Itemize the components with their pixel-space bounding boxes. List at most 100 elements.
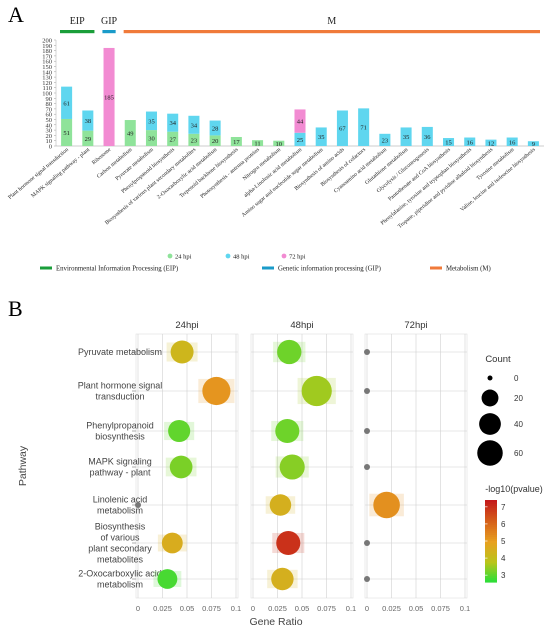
facet-title: 24hpi <box>175 320 198 331</box>
panel-a-letter: A <box>8 2 24 27</box>
data-point <box>271 567 294 591</box>
color-legend-segment <box>485 575 497 579</box>
group-bracket-eip <box>60 30 95 34</box>
bar-value-label: 185 <box>104 94 114 101</box>
color-legend-segment <box>485 504 497 507</box>
bar <box>188 133 200 146</box>
bar <box>82 130 94 146</box>
color-legend-segment <box>485 541 497 544</box>
bar <box>485 139 497 146</box>
size-legend-label: 20 <box>514 394 523 403</box>
facet-title: 72hpi <box>404 320 427 331</box>
data-point <box>364 540 370 546</box>
bar <box>103 47 115 147</box>
pathway-label: 2-Oxocarboxylic acid <box>78 569 162 579</box>
bar-value-label: 28 <box>212 125 219 132</box>
bar-value-label: 71 <box>360 125 367 132</box>
legend-series-label: 24 hpi <box>175 254 192 261</box>
group-label-eip: EIP <box>70 16 85 27</box>
color-legend-segment <box>485 538 497 542</box>
x-axis-title: Gene Ratio <box>249 616 302 628</box>
y-tick-label: 100 <box>42 91 52 98</box>
x-tick-label: 0 <box>365 604 369 613</box>
data-point <box>301 375 332 407</box>
bar-value-label: 9 <box>532 141 535 148</box>
bar <box>379 133 391 146</box>
pathway-label: Linolenic acid <box>93 495 148 505</box>
color-legend-segment <box>485 532 497 536</box>
bar-value-label: 10 <box>276 141 283 148</box>
legend-series-swatch <box>167 253 173 259</box>
color-legend-segment <box>485 510 497 513</box>
y-tick-label: 20 <box>46 133 53 140</box>
legend-series-swatch <box>225 253 231 259</box>
bar-value-label: 34 <box>169 120 176 127</box>
legend-series-label: 48 hpi <box>233 254 250 261</box>
color-legend-segment <box>485 563 497 567</box>
y-tick-label: 10 <box>46 138 53 145</box>
color-legend-segment <box>485 569 497 573</box>
pathway-label: MAPK signaling <box>88 457 152 467</box>
data-point <box>168 419 191 443</box>
panel-b-letter: B <box>8 296 23 321</box>
data-point <box>269 494 292 516</box>
color-legend-segment <box>485 526 497 530</box>
bar-value-label: 23 <box>382 137 389 144</box>
data-point <box>364 428 370 434</box>
y-tick-label: 40 <box>46 122 53 129</box>
bar-value-label: 30 <box>148 136 155 143</box>
x-tick-label: 0.025 <box>153 604 172 613</box>
y-tick-label: 0 <box>49 144 52 151</box>
bar-value-label: 67 <box>339 126 346 133</box>
color-legend-title: -log10(pvalue) <box>485 484 543 494</box>
group-label-m: M <box>327 16 336 27</box>
bar-value-label: 35 <box>148 118 155 125</box>
bar <box>273 140 285 146</box>
color-legend-segment <box>485 516 497 520</box>
pathway-label: plant secondary <box>88 544 152 554</box>
y-tick-label: 90 <box>46 96 53 103</box>
bar-value-label: 44 <box>297 119 304 126</box>
x-tick-label: 0.025 <box>268 604 287 613</box>
bar-value-label: 61 <box>63 100 70 107</box>
color-legend-segment <box>485 528 497 532</box>
legend-series-swatch <box>281 253 287 259</box>
color-legend-segment <box>485 520 497 524</box>
size-legend-dot <box>477 440 503 466</box>
color-legend-segment <box>485 543 497 546</box>
y-tick-label: 110 <box>42 85 52 92</box>
bar <box>315 127 327 146</box>
size-legend-label: 0 <box>514 374 519 383</box>
legend-group-swatch <box>40 266 52 270</box>
pathway-label: Biosynthesis <box>95 522 146 532</box>
bar <box>145 111 157 131</box>
y-tick-label: 130 <box>42 75 52 82</box>
color-legend-segment <box>485 530 497 534</box>
x-tick-label: 0 <box>251 604 255 613</box>
data-point <box>276 530 301 556</box>
y-tick-label: 70 <box>46 106 53 113</box>
bar <box>464 137 476 146</box>
bar <box>336 110 348 146</box>
group-bracket-gip <box>102 30 116 34</box>
data-point <box>373 491 400 519</box>
bar <box>527 141 539 146</box>
color-legend-segment <box>485 512 497 515</box>
color-legend-segment <box>485 549 497 552</box>
color-legend-segment <box>485 559 497 563</box>
color-legend-segment <box>485 524 497 528</box>
color-legend-segment <box>485 561 497 565</box>
y-tick-label: 190 <box>42 43 52 50</box>
x-tick-label: 0.05 <box>180 604 195 613</box>
color-legend-segment <box>485 557 497 561</box>
color-legend-label: 3 <box>501 571 506 580</box>
color-legend-segment <box>485 508 497 511</box>
bar <box>124 120 136 146</box>
y-tick-label: 30 <box>46 128 53 135</box>
bar <box>82 110 94 131</box>
data-point <box>364 464 370 470</box>
bar-value-label: 16 <box>509 139 516 146</box>
bar-value-label: 23 <box>191 137 198 144</box>
bar <box>167 131 179 146</box>
